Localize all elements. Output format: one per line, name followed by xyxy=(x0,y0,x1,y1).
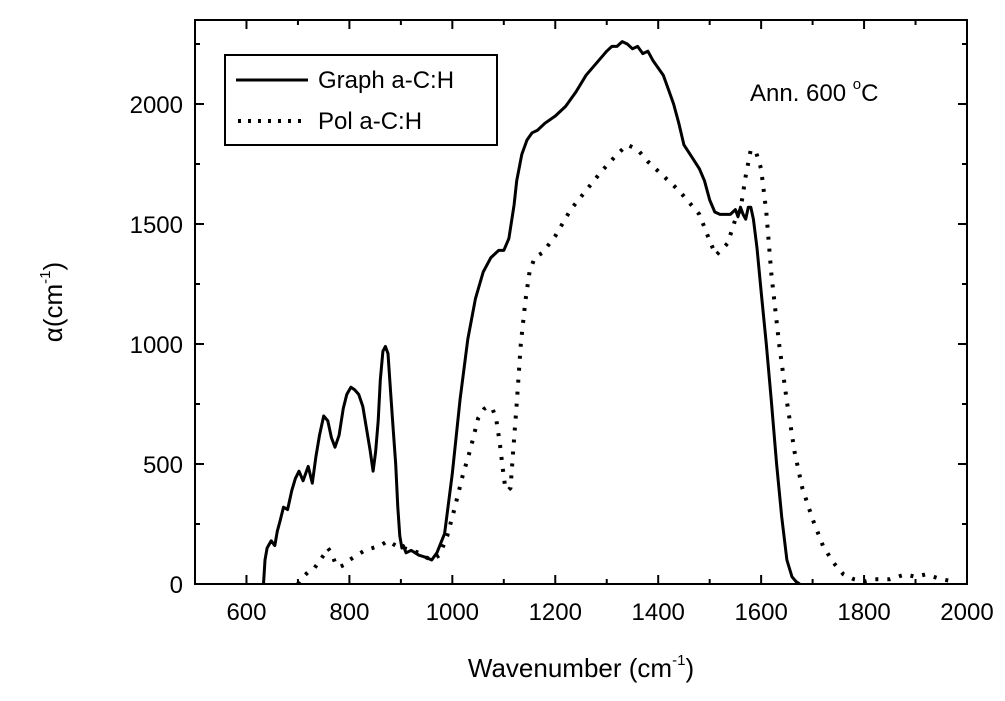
series-line-pol-a-c-h xyxy=(296,142,955,586)
annealing-annotation: Ann. 600 oC xyxy=(750,76,878,107)
annotation-main: Ann. 600 xyxy=(750,80,853,107)
x-axis-title-main: Wavenumber (cm xyxy=(468,653,672,683)
y-tick-label: 500 xyxy=(143,452,183,479)
legend-label-pol: Pol a-C:H xyxy=(318,108,422,135)
plot-frame xyxy=(194,19,968,585)
legend: Graph a-C:H Pol a-C:H xyxy=(224,54,498,146)
x-tick-label: 1000 xyxy=(426,599,479,626)
y-tick-label: 0 xyxy=(170,572,183,599)
y-axis-title-main: α(cm xyxy=(38,284,68,342)
x-axis-title-sup: -1 xyxy=(672,652,685,669)
series-line-graph-a-c-h xyxy=(262,40,801,586)
y-tick-label: 2000 xyxy=(130,92,183,119)
x-tick-label: 800 xyxy=(329,599,369,626)
x-tick-label: 1200 xyxy=(529,599,582,626)
x-axis-title-tail: ) xyxy=(685,653,694,683)
x-tick-label: 1800 xyxy=(837,599,890,626)
x-axis-title: Wavenumber (cm-1) xyxy=(468,652,694,683)
legend-box xyxy=(224,54,498,146)
x-tick-label: 2000 xyxy=(940,599,993,626)
x-tick-label: 1600 xyxy=(734,599,787,626)
series-layer xyxy=(262,40,955,586)
legend-label-graph: Graph a-C:H xyxy=(318,67,454,94)
y-axis-title-sup: -1 xyxy=(37,270,54,283)
y-axis-title: α(cm-1) xyxy=(37,262,68,342)
x-tick-label: 600 xyxy=(226,599,266,626)
x-tick-label: 1400 xyxy=(632,599,685,626)
annotation-unit: C xyxy=(861,80,878,107)
x-axis-ticks: 600 800 1000 1200 1400 1600 1800 2000 xyxy=(194,20,994,626)
y-tick-label: 1500 xyxy=(130,212,183,239)
y-axis-ticks: 0 500 1000 1500 2000 xyxy=(130,43,967,599)
annotation-degree: o xyxy=(853,76,861,93)
y-tick-label: 1000 xyxy=(130,332,183,359)
y-axis-title-tail: ) xyxy=(38,262,68,271)
